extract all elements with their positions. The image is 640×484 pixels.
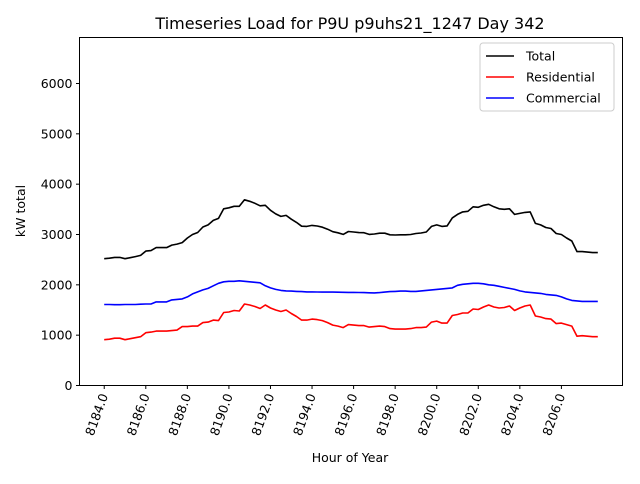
y-tick-label: 5000 <box>41 126 73 141</box>
y-tick-label: 4000 <box>41 177 73 192</box>
series-line-residential <box>104 303 598 341</box>
y-tick-label: 1000 <box>41 328 73 343</box>
y-axis-ticks: 0 1000 2000 3000 4000 5000 6000 <box>41 76 80 393</box>
legend: Total Residential Commercial <box>479 42 615 112</box>
chart-title: Timeseries Load for P9U p9uhs21_1247 Day… <box>154 14 544 34</box>
x-axis-label: Hour of Year <box>312 450 389 465</box>
y-tick-label: 6000 <box>41 76 73 91</box>
y-tick-label: 3000 <box>41 227 73 242</box>
legend-label: Total <box>525 49 555 64</box>
series-line-total <box>104 199 598 260</box>
y-tick-label: 2000 <box>41 277 73 292</box>
series-line-commercial <box>104 279 598 306</box>
legend-label: Commercial <box>526 91 601 106</box>
legend-label: Residential <box>526 70 595 85</box>
legend-box <box>479 42 615 112</box>
plot-frame <box>79 37 623 386</box>
y-axis-label: kW total <box>13 185 28 237</box>
series-lines <box>104 199 598 341</box>
y-tick-label: 0 <box>65 378 73 393</box>
